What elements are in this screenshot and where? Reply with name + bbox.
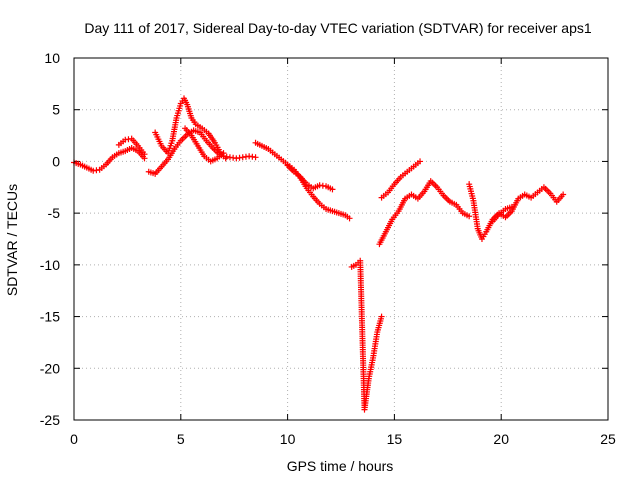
data-point: [466, 213, 473, 220]
y-tick-label: 10: [44, 50, 60, 66]
data-point: [252, 154, 259, 161]
label-layer: 0 5 10 15 20 25 10 5 0 -5 -10 -15 -20 -25: [40, 50, 616, 447]
plot-frame: [73, 57, 609, 421]
x-tick-label: 0: [70, 431, 78, 447]
data-point: [222, 155, 229, 162]
chart-title: Day 111 of 2017, Sidereal Day-to-day VTE…: [84, 20, 592, 36]
y-tick-label: -10: [40, 257, 60, 273]
x-tick-label: 5: [177, 431, 185, 447]
x-tick-label: 15: [387, 431, 403, 447]
data-point: [220, 150, 227, 157]
data-point: [417, 158, 424, 165]
data-point: [329, 186, 336, 193]
x-axis-title: GPS time / hours: [287, 458, 394, 474]
y-tick-label: -25: [40, 412, 60, 428]
x-tick-label: 20: [493, 431, 509, 447]
grid-layer: [74, 58, 608, 420]
y-axis-title: SDTVAR / TECUs: [4, 184, 20, 296]
y-tick-label: -15: [40, 309, 60, 325]
x-tick-label: 25: [600, 431, 616, 447]
data-point: [378, 313, 385, 320]
x-tick-label: 10: [280, 431, 296, 447]
y-tick-label: 0: [52, 153, 60, 169]
data-point: [346, 215, 353, 222]
y-tick-label: -20: [40, 360, 60, 376]
data-point: [560, 191, 567, 198]
y-tick-label: 5: [52, 102, 60, 118]
tick-layer: [73, 57, 609, 421]
points-layer: [71, 95, 567, 413]
data-point: [508, 203, 515, 210]
y-tick-label: -5: [48, 205, 61, 221]
data-point: [141, 151, 148, 158]
